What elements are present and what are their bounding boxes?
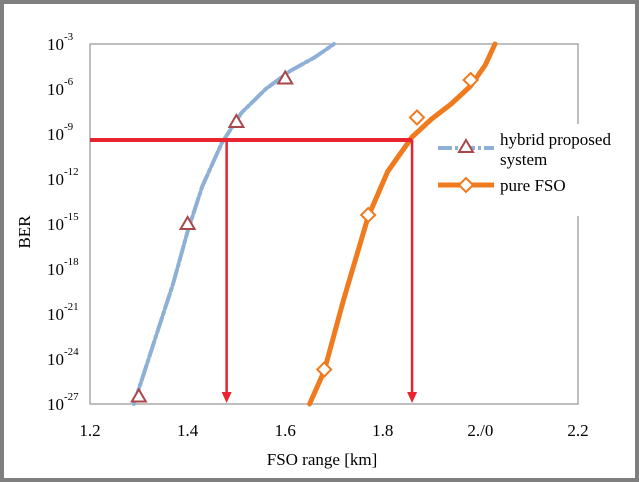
x-tick-labels: 1.2 1.4 1.6 1.8 2./0 2.2 <box>79 421 588 440</box>
marker-0-3 <box>276 69 294 85</box>
reference-lines <box>90 138 418 403</box>
y-tick-label-0: 10 <box>47 35 64 54</box>
drop-arrow-0 <box>221 392 232 403</box>
legend-background <box>434 124 634 216</box>
x-axis-title: FSO range [km] <box>267 450 377 469</box>
marker-1-0 <box>315 361 333 378</box>
y-tick-label-1: 10 <box>47 80 64 99</box>
marker-0-1 <box>178 215 197 230</box>
legend-marker-0 <box>457 138 475 153</box>
legend-label-1: pure FSO <box>500 176 566 195</box>
y-tick-exp-7: -24 <box>64 346 79 358</box>
marker-0-2 <box>227 113 246 128</box>
legend-marker-1 <box>457 176 475 194</box>
marker-1-3 <box>462 71 480 89</box>
legend-label-0-line-1: hybrid proposed <box>500 130 611 149</box>
y-tick-exp-4: -15 <box>64 211 79 223</box>
y-tick-exp-6: -21 <box>64 301 79 313</box>
plot-area <box>89 43 579 405</box>
x-tick-label-1: 1.4 <box>177 421 199 440</box>
y-tick-label-3: 10 <box>47 170 64 189</box>
x-tick-label-3: 1.8 <box>372 421 393 440</box>
marker-1-1 <box>359 206 377 224</box>
y-tick-exp-2: -9 <box>64 121 74 133</box>
marker-0-0 <box>130 387 148 403</box>
y-tick-label-7: 10 <box>47 350 64 369</box>
legend-label-0: hybrid proposed system <box>500 130 611 169</box>
x-tick-label-2: 1.6 <box>275 421 296 440</box>
x-tick-label-4: 2./0 <box>467 421 493 440</box>
y-tick-label-2: 10 <box>47 125 64 144</box>
y-tick-label-6: 10 <box>47 305 64 324</box>
markers-group <box>130 69 480 403</box>
series-line-0 <box>131 42 336 406</box>
y-tick-exp-5: -18 <box>64 256 79 268</box>
y-tick-label-8: 10 <box>47 395 64 414</box>
legend-label-0-line-2: system <box>500 150 547 169</box>
y-tick-label-5: 10 <box>47 260 64 279</box>
x-tick-label-0: 1.2 <box>79 421 100 440</box>
y-tick-label-4: 10 <box>47 215 64 234</box>
marker-1-2 <box>408 109 426 126</box>
y-tick-exp-8: -27 <box>64 391 79 403</box>
x-tick-label-5: 2.2 <box>567 421 588 440</box>
y-tick-exp-0: -3 <box>64 31 74 43</box>
y-axis-title: BER <box>15 215 34 249</box>
y-tick-exp-1: -6 <box>64 76 74 88</box>
drop-arrow-1 <box>407 392 418 403</box>
y-tick-exp-3: -12 <box>64 166 79 178</box>
legend: hybrid proposed system pure FSO <box>434 124 634 216</box>
